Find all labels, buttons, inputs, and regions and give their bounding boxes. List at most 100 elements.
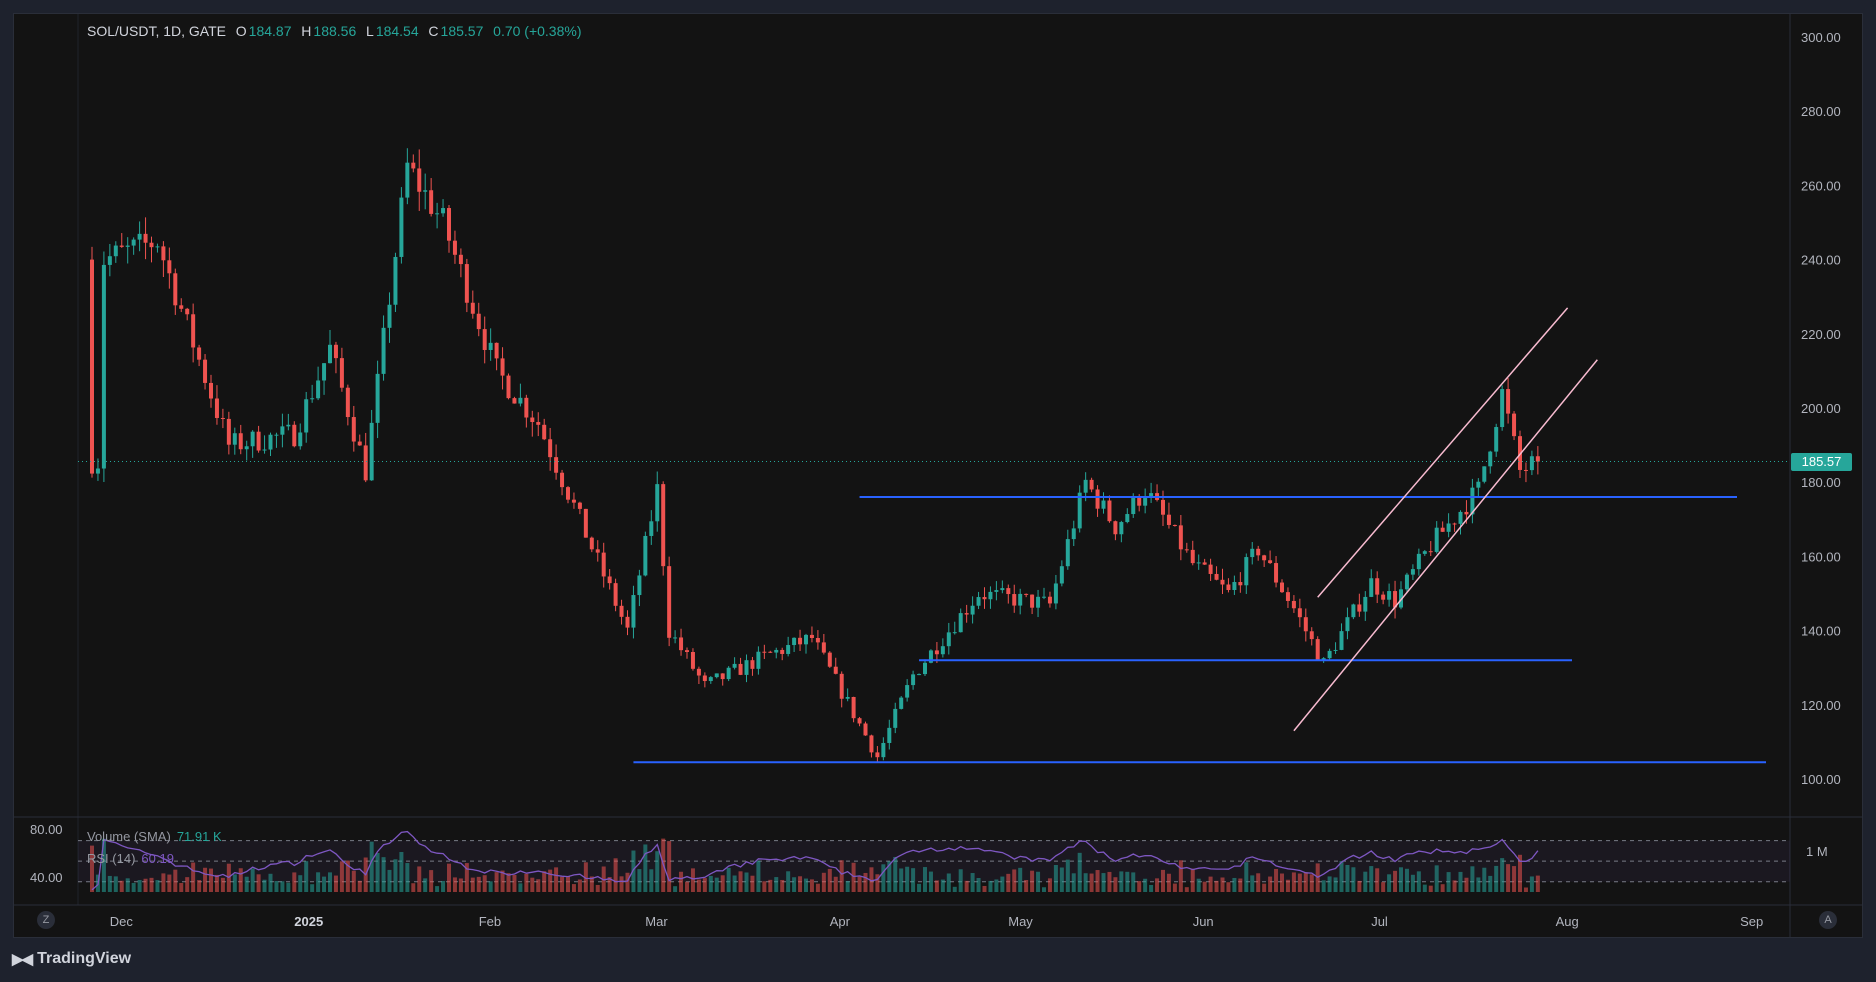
candle-body	[1410, 569, 1415, 575]
volume-bar	[679, 871, 684, 892]
candle-body	[1268, 560, 1273, 564]
volume-bar	[458, 878, 463, 892]
candle-body	[1238, 582, 1243, 586]
channel-trendline	[1317, 307, 1569, 598]
candle-body	[345, 387, 350, 418]
volume-bar	[387, 869, 392, 892]
symbol-title[interactable]: SOL/USDT, 1D, GATE	[87, 23, 226, 39]
candle-body	[1053, 583, 1058, 604]
symbol-header: SOL/USDT, 1D, GATE O 184.87 H 188.56 L 184.…	[87, 23, 584, 39]
volume-bar	[798, 876, 803, 892]
candle-body	[857, 718, 862, 724]
volume-bar	[1196, 878, 1201, 892]
candle-body	[191, 314, 196, 348]
candle-body	[1125, 514, 1130, 523]
volume-bar	[1030, 870, 1035, 892]
candle-body	[815, 638, 820, 643]
volume-bar	[1321, 880, 1326, 892]
candle-body	[1309, 631, 1314, 640]
volume-bar	[786, 871, 791, 892]
volume-bar	[1297, 873, 1302, 892]
candle-body	[113, 245, 118, 257]
candle-body	[1036, 596, 1041, 608]
candle-body	[476, 313, 481, 330]
volume-legend[interactable]: Volume (SMA) 71.91 K	[87, 829, 222, 844]
candle-body	[1333, 649, 1338, 651]
volume-bar	[429, 870, 434, 892]
candle-body	[607, 576, 612, 584]
high-value: 188.56	[313, 23, 357, 39]
candle-body	[226, 418, 231, 445]
candle-body	[720, 673, 725, 680]
volume-bar	[482, 875, 487, 892]
volume-bar	[1220, 877, 1225, 892]
volume-bar	[423, 878, 428, 892]
volume-bar	[298, 875, 303, 892]
volume-bar	[1101, 873, 1106, 892]
candle-body	[1523, 469, 1528, 471]
candle-body	[1024, 593, 1029, 595]
candle-body	[1214, 573, 1219, 580]
rsi-legend-label: RSI (14)	[87, 851, 136, 866]
volume-bar	[1446, 872, 1451, 892]
candle-body	[197, 347, 202, 360]
candle-body	[179, 305, 184, 309]
volume-bar	[804, 878, 808, 892]
candle-body	[869, 735, 874, 753]
candle-body	[161, 246, 166, 261]
volume-bar	[1440, 884, 1445, 892]
volume-bar	[571, 884, 576, 892]
candle-body	[577, 502, 582, 509]
candle-body	[934, 650, 939, 655]
volume-bar	[101, 838, 106, 892]
volume-bar	[554, 867, 559, 892]
candle-body	[1482, 466, 1487, 482]
candle-body	[238, 433, 243, 450]
volume-bar	[470, 877, 475, 892]
candle-body	[1345, 617, 1350, 632]
candle-body	[1262, 555, 1267, 561]
volume-bar	[1214, 880, 1219, 892]
volume-bar	[911, 868, 916, 892]
candle-body	[90, 259, 94, 474]
tradingview-logo[interactable]: ▶◀ TradingView	[12, 950, 131, 968]
close-value: 185.57	[440, 23, 484, 39]
candle-body	[125, 245, 130, 247]
candle-body	[268, 434, 273, 450]
candle-body	[506, 375, 511, 399]
candle-body	[1315, 639, 1320, 661]
candle-body	[423, 190, 428, 192]
volume-bar	[113, 876, 118, 892]
volume-bar	[1268, 876, 1273, 892]
volume-bar	[994, 879, 999, 892]
volume-bar	[934, 880, 939, 892]
candle-body	[1512, 413, 1517, 437]
volume-bar	[1119, 871, 1124, 892]
volume-bar	[643, 844, 648, 892]
volume-bar	[768, 879, 773, 892]
candle-body	[298, 432, 303, 447]
candle-body	[1452, 523, 1457, 525]
time-tick-label: Sep	[1740, 914, 1763, 929]
volume-bar	[316, 872, 321, 892]
volume-bar	[845, 881, 850, 892]
candle-body	[1428, 551, 1433, 553]
volume-bar	[1131, 872, 1136, 892]
auto-price-scale-button[interactable]: A	[1819, 911, 1837, 929]
candle-body	[494, 342, 499, 359]
candle-body	[530, 417, 535, 423]
candle-body	[750, 660, 755, 669]
candle-body	[702, 675, 707, 682]
volume-bar	[286, 882, 291, 892]
candle-body	[786, 645, 791, 654]
volume-bar	[1518, 854, 1522, 892]
volume-bar	[1381, 882, 1386, 892]
auto-scale-button[interactable]: Z	[37, 911, 55, 929]
candle-body	[131, 239, 136, 246]
volume-bar	[1095, 870, 1100, 892]
candle-body	[333, 344, 338, 359]
candle-body	[357, 441, 362, 446]
rsi-legend[interactable]: RSI (14) 60.19	[87, 851, 174, 866]
volume-bar	[875, 874, 880, 892]
